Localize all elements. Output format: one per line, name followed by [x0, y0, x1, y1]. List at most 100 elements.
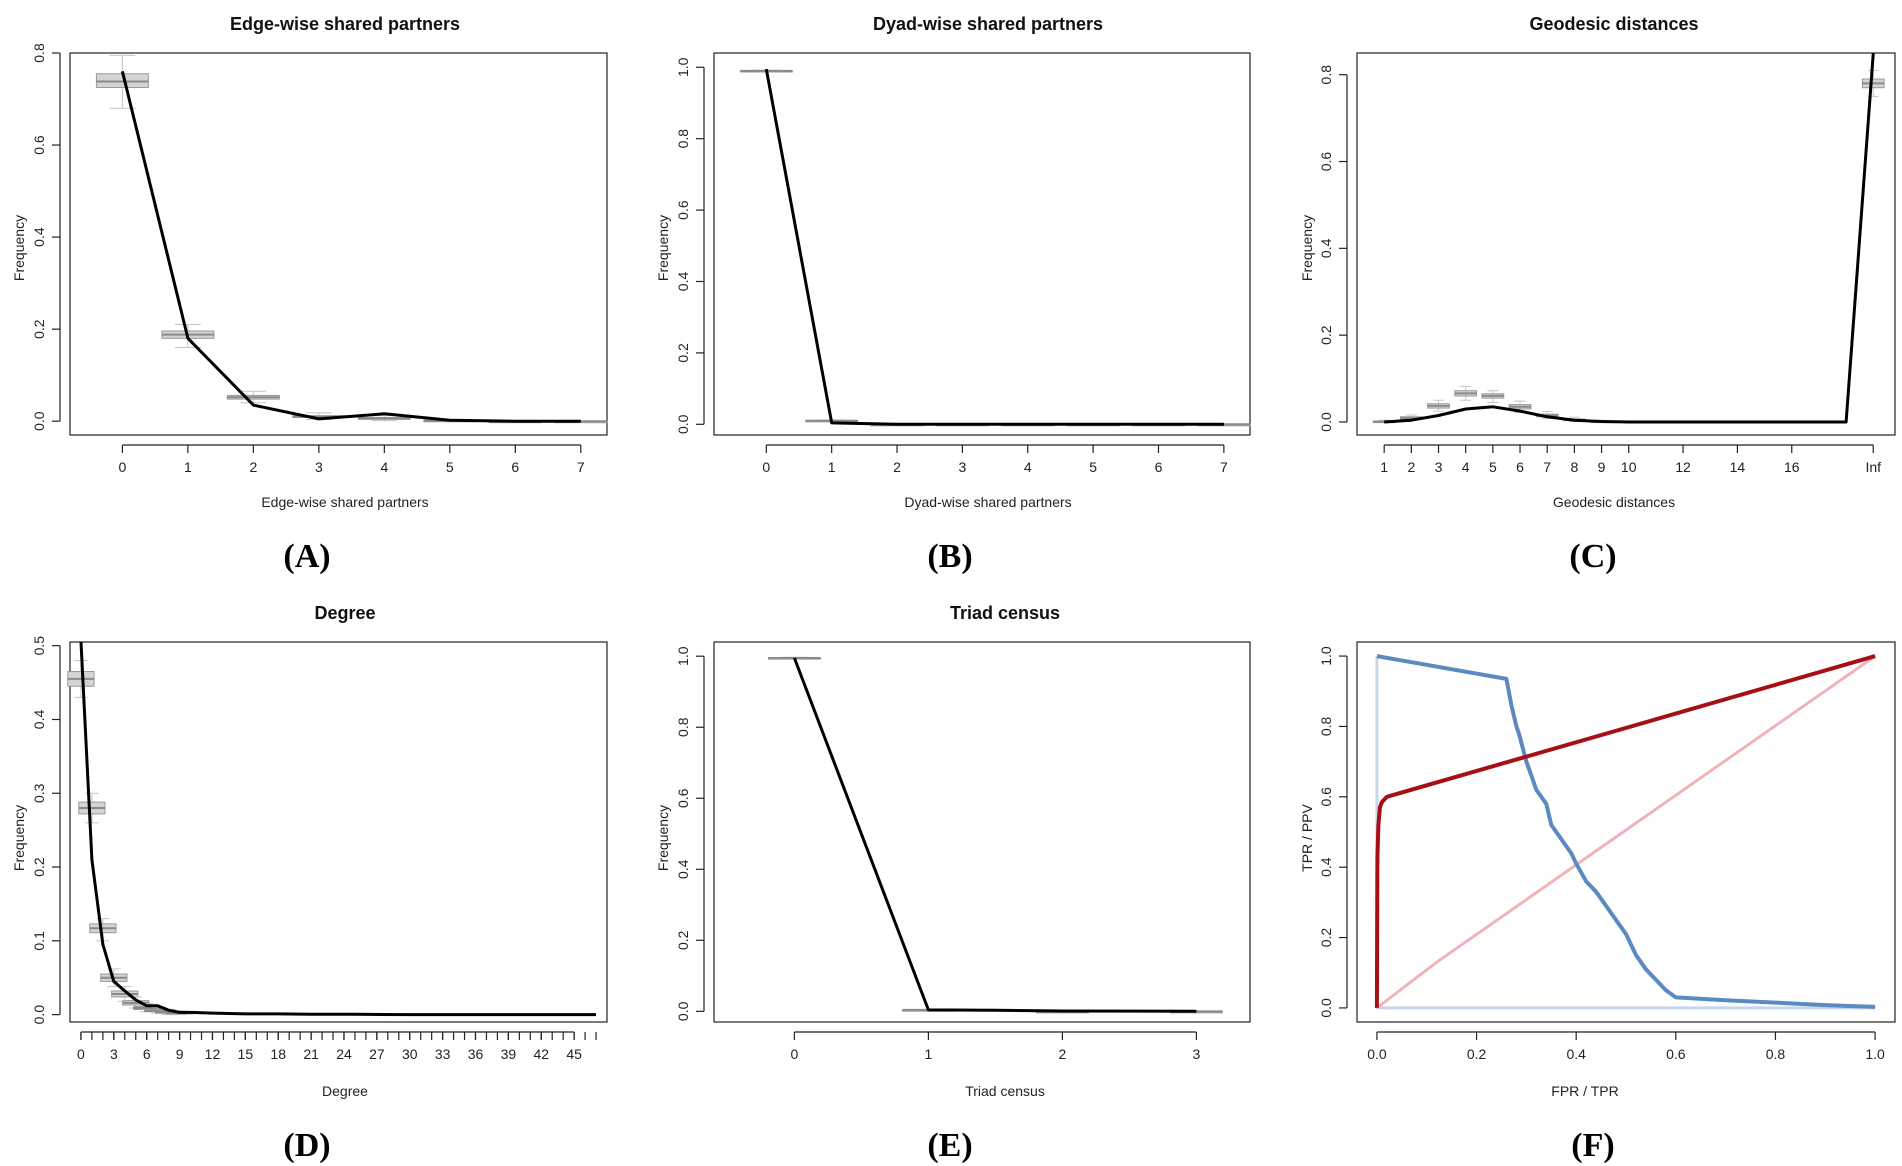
- x-tick-label: 3: [315, 459, 323, 475]
- x-tick-label: 6: [143, 1046, 151, 1062]
- x-tick-label: 0: [791, 1046, 799, 1062]
- x-axis-label: Degree: [322, 1083, 368, 1099]
- y-axis-label: Frequency: [1299, 215, 1315, 281]
- y-tick-label: 0.1: [31, 931, 47, 951]
- x-tick-label: 15: [238, 1046, 254, 1062]
- x-axis-label: Geodesic distances: [1553, 494, 1675, 510]
- x-tick-label: 3: [110, 1046, 118, 1062]
- y-axis-label: Frequency: [11, 805, 27, 871]
- x-tick-label: 2: [1059, 1046, 1067, 1062]
- x-axis-label: FPR / TPR: [1551, 1083, 1618, 1099]
- panel-letter: (A): [283, 538, 330, 575]
- x-tick-label: 21: [303, 1046, 319, 1062]
- x-tick-label: 1: [925, 1046, 933, 1062]
- x-tick-label: 12: [205, 1046, 221, 1062]
- x-tick-label: 2: [1407, 459, 1415, 475]
- plot-area: 0 3 6 9 12 15 18 21 24 27 30 33 36 39 42 450.00.10.20.3…: [31, 636, 608, 1062]
- x-tick-label: 36: [468, 1046, 484, 1062]
- x-tick-label: 0.0: [1367, 1046, 1387, 1062]
- x-tick-label: 0: [77, 1046, 85, 1062]
- x-tick-label: 0.6: [1666, 1046, 1686, 1062]
- x-tick-label: 4: [1462, 459, 1470, 475]
- x-tick-label: 7: [577, 459, 585, 475]
- x-tick-label: Inf: [1865, 459, 1881, 475]
- x-tick-label: 33: [435, 1046, 451, 1062]
- y-tick-label: 0.4: [675, 859, 691, 879]
- plot-area: 0 1 2 3 0.0 0.2 0.4 0.6 0.8 1.0: [675, 641, 1251, 1062]
- panel-letter: (E): [927, 1127, 972, 1164]
- y-tick-label: 0.0: [1318, 998, 1334, 1018]
- panel-roc-precision: FPR / TPR TPR / PPV (F) 0.0 0.2 0.4 0.6 0.8 1…: [1299, 641, 1896, 1164]
- panel-letter: (F): [1571, 1127, 1614, 1164]
- y-tick-label: 0.2: [675, 930, 691, 950]
- x-axis-label: Edge-wise shared partners: [261, 494, 428, 510]
- observed-line: [120, 71, 581, 423]
- plot-frame: [1356, 641, 1896, 1023]
- y-tick-label: 0.8: [1318, 65, 1334, 85]
- y-tick-label: 0.2: [31, 857, 47, 877]
- x-tick-label: 8: [1570, 459, 1578, 475]
- y-axis-label: TPR / PPV: [1299, 803, 1315, 871]
- y-tick-label: 0.4: [1318, 238, 1334, 258]
- x-tick-label: 9: [1598, 459, 1606, 475]
- plot-frame: [713, 641, 1251, 1023]
- x-tick-label: 14: [1730, 459, 1746, 475]
- x-axis-label: Dyad-wise shared partners: [904, 494, 1071, 510]
- plot-area: 0.0 0.2 0.4 0.6 0.8 1.0 0.0 0.2 0.4 0.6 0.8 1.0: [1318, 641, 1896, 1062]
- panel-letter: (D): [283, 1127, 330, 1164]
- panel-edgewise-shared-partners: Edge-wise shared partners Edge-wise shar…: [11, 14, 608, 575]
- x-tick-label: 1: [828, 459, 836, 475]
- y-tick-label: 0.8: [675, 717, 691, 737]
- x-tick-label: 0: [118, 459, 126, 475]
- x-tick-label: 6: [1155, 459, 1163, 475]
- y-tick-label: 0.8: [1318, 717, 1334, 737]
- x-tick-label: 3: [1193, 1046, 1201, 1062]
- x-tick-label: 1: [1380, 459, 1388, 475]
- x-tick-label: 0.8: [1766, 1046, 1786, 1062]
- x-tick-label: 4: [380, 459, 388, 475]
- y-tick-label: 0.0: [31, 411, 47, 431]
- x-tick-label: 4: [1024, 459, 1032, 475]
- x-tick-label: 30: [402, 1046, 418, 1062]
- x-tick-label: 1: [184, 459, 192, 475]
- x-tick-label: 12: [1675, 459, 1691, 475]
- panel-title: Degree: [314, 603, 375, 623]
- panel-letter: (C): [1569, 538, 1616, 575]
- x-tick-label: 24: [336, 1046, 352, 1062]
- observed-line: [79, 641, 596, 1017]
- series-line: [1375, 654, 1876, 1010]
- y-tick-label: 0.8: [675, 129, 691, 149]
- x-tick-label: 10: [1621, 459, 1637, 475]
- y-tick-label: 0.0: [1318, 412, 1334, 432]
- x-tick-label: 5: [1089, 459, 1097, 475]
- y-axis-label: Frequency: [11, 215, 27, 281]
- plot-frame: [69, 641, 608, 1023]
- plot-area: 0 1 2 3 4 5 6 7 0.0 0.2 0.4 0.6 0.8 1.0: [675, 52, 1251, 475]
- y-tick-label: 1.0: [675, 646, 691, 666]
- x-tick-label: 45: [566, 1046, 582, 1062]
- plot-frame: [69, 52, 608, 436]
- x-tick-label: 9: [176, 1046, 184, 1062]
- observed-line: [1384, 52, 1875, 424]
- y-tick-label: 0.2: [675, 343, 691, 363]
- x-tick-label: 0: [762, 459, 770, 475]
- y-tick-label: 0.0: [675, 414, 691, 434]
- y-tick-label: 0.4: [31, 710, 47, 730]
- y-tick-label: 0.6: [675, 200, 691, 220]
- observed-line: [792, 657, 1197, 1013]
- x-tick-label: 3: [958, 459, 966, 475]
- observed-line: [764, 68, 1224, 426]
- y-tick-label: 0.4: [1318, 857, 1334, 877]
- y-tick-label: 0.6: [31, 135, 47, 155]
- series-line: [1376, 654, 1876, 1009]
- y-tick-label: 0.8: [31, 43, 47, 63]
- x-tick-label: 2: [893, 459, 901, 475]
- y-tick-label: 0.2: [1318, 928, 1334, 948]
- panel-geodesic-distances: Geodesic distances Geodesic distances Fr…: [1299, 14, 1896, 575]
- y-tick-label: 0.6: [1318, 152, 1334, 172]
- x-tick-label: 0.2: [1467, 1046, 1487, 1062]
- panel-title: Edge-wise shared partners: [230, 14, 460, 34]
- y-axis-label: Frequency: [655, 215, 671, 281]
- x-tick-label: 27: [369, 1046, 385, 1062]
